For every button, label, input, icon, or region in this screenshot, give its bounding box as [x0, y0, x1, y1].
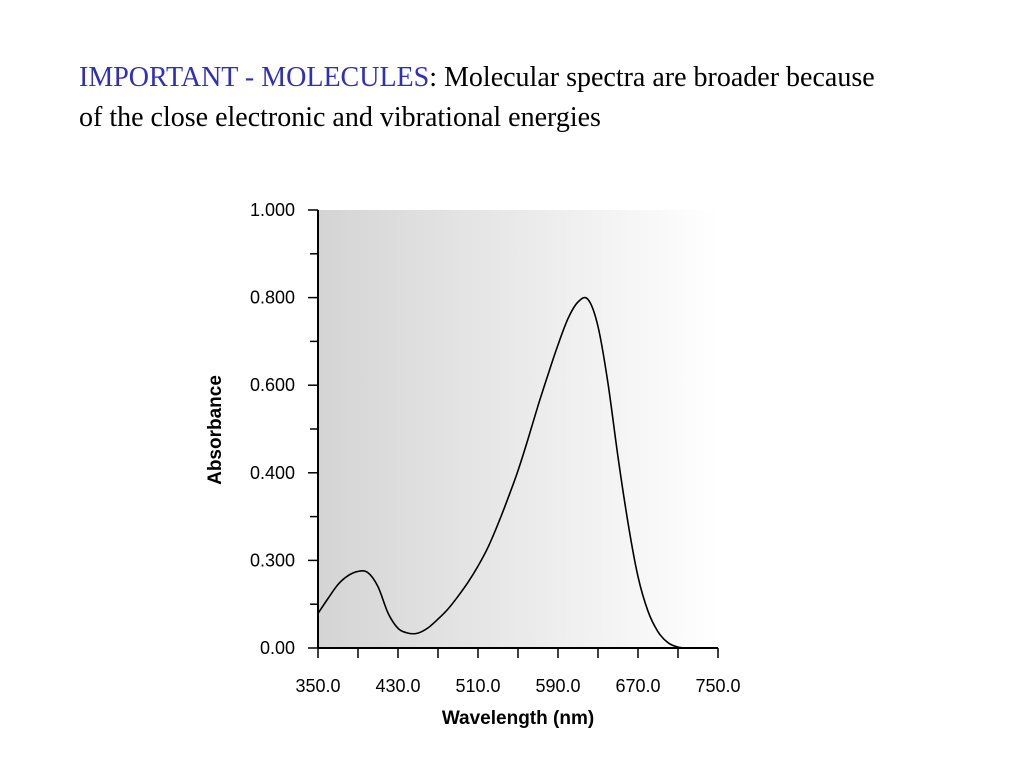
y-tick-label: 1.000	[250, 200, 295, 220]
x-tick-label: 350.0	[295, 676, 340, 696]
y-tick-label: 0.600	[250, 375, 295, 395]
heading-text: : Molecular spectra are broader because …	[79, 62, 875, 133]
x-tick-label: 430.0	[375, 676, 420, 696]
x-tick-label: 670.0	[615, 676, 660, 696]
y-tick-label: 0.400	[250, 463, 295, 483]
slide-heading: IMPORTANT - MOLECULES: Molecular spectra…	[79, 58, 879, 138]
y-tick-label: 0.00	[260, 638, 295, 658]
plot-background	[318, 210, 718, 648]
x-tick-label: 750.0	[695, 676, 740, 696]
absorbance-curve	[317, 296, 689, 649]
heading-highlight: IMPORTANT - MOLECULES	[79, 62, 430, 93]
x-axis-label: Wavelength (nm)	[442, 708, 594, 729]
y-axis-label: Absorbance	[205, 375, 226, 485]
y-tick-label: 0.300	[250, 550, 295, 570]
x-tick-label: 590.0	[535, 676, 580, 696]
x-tick-label: 510.0	[455, 676, 500, 696]
y-tick-label: 0.800	[250, 288, 295, 308]
